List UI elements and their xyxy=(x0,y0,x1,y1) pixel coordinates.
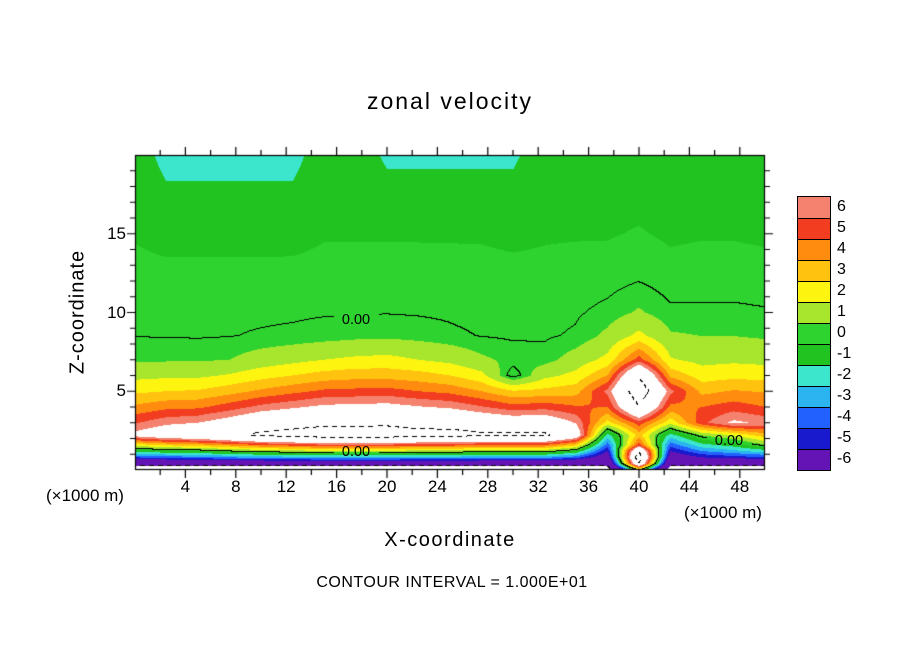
x-tick-label: 12 xyxy=(276,477,296,496)
y-axis-unit: (×1000 m) xyxy=(46,486,124,505)
colorbar-tick-label: 6 xyxy=(837,197,846,215)
x-axis-label: X-coordinate xyxy=(384,529,516,551)
contour-label: 0.00 xyxy=(341,444,371,460)
colorbar-band xyxy=(798,302,830,323)
colorbar-band xyxy=(798,218,830,239)
colorbar-tick-label: -1 xyxy=(837,344,852,362)
x-tick-label: 36 xyxy=(579,477,599,496)
x-tick-label: 24 xyxy=(427,477,447,496)
colorbar-tick-label: 4 xyxy=(837,239,846,257)
x-tick-label: 16 xyxy=(327,477,347,496)
x-axis-unit: (×1000 m) xyxy=(684,503,762,522)
colorbar-tick-label: -5 xyxy=(837,428,852,446)
colorbar-band xyxy=(798,386,830,407)
colorbar-band xyxy=(798,449,830,470)
x-tick-label: 4 xyxy=(180,477,191,496)
colorbar-tick-label: 0 xyxy=(837,323,846,341)
y-tick-label: 15 xyxy=(107,223,126,243)
x-tick-label: 48 xyxy=(730,477,750,496)
colorbar-band xyxy=(798,281,830,302)
colorbar-tick-label: -2 xyxy=(837,365,852,383)
colorbar-tick-label: 3 xyxy=(837,260,846,278)
contour-interval-caption: CONTOUR INTERVAL = 1.000E+01 xyxy=(316,574,588,591)
x-tick-label: 40 xyxy=(629,477,649,496)
colorbar-band xyxy=(798,197,830,218)
colorbar-tick-label: 1 xyxy=(837,302,846,320)
chart-title: zonal velocity xyxy=(366,88,534,114)
contour-label: 0.00 xyxy=(341,312,371,328)
colorbar-tick-label: 2 xyxy=(837,281,846,299)
x-tick-label: 20 xyxy=(377,477,397,496)
colorbar-band xyxy=(798,344,830,365)
x-tick-label: 28 xyxy=(478,477,498,496)
colorbar-tick-label: 5 xyxy=(837,218,846,236)
x-tick-label: 8 xyxy=(231,477,241,496)
x-tick-label: 44 xyxy=(679,477,699,496)
colorbar-band xyxy=(798,428,830,449)
colorbar-tick-label: -6 xyxy=(837,449,852,467)
y-axis-label: Z-coordinate xyxy=(66,249,89,375)
colorbar-tick-label: -4 xyxy=(837,407,852,425)
colorbar-band xyxy=(798,365,830,386)
colorbar-band xyxy=(798,407,830,428)
contour-label: 0.00 xyxy=(714,433,744,449)
colorbar-band xyxy=(798,323,830,344)
y-tick-label: 5 xyxy=(116,381,126,401)
colorbar-tick-label: -3 xyxy=(837,386,852,404)
colorbar-band xyxy=(798,239,830,260)
colorbar xyxy=(797,196,831,471)
colorbar-band xyxy=(798,260,830,281)
y-tick-label: 10 xyxy=(107,302,126,322)
x-tick-label: 32 xyxy=(528,477,548,496)
